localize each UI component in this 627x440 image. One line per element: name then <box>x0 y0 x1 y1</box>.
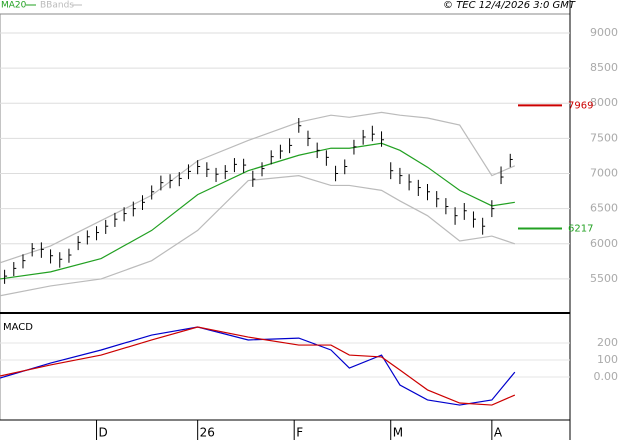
copyright: © TEC 12/4/2026 3:0 GMT <box>443 0 576 11</box>
y-tick-label: 7000 <box>590 167 618 180</box>
band-upper <box>0 111 516 264</box>
y-tick-label: 7500 <box>590 131 618 144</box>
macd-line <box>0 326 516 406</box>
panel-title: MACD <box>3 322 33 333</box>
y-tick-label: 6500 <box>590 202 618 215</box>
frame <box>0 13 571 421</box>
y-tick-label: 9000 <box>590 26 618 39</box>
y-tick-label: 8500 <box>590 61 618 74</box>
level-label: 6217 <box>568 224 593 235</box>
x-tick-label: M <box>393 426 403 440</box>
y-tick-label: 6000 <box>590 237 618 250</box>
x-tick-label: A <box>494 426 503 440</box>
y-tick-label: 200 <box>597 336 618 349</box>
y-tick-label: 8000 <box>590 96 618 109</box>
legend-label: MA20 <box>1 1 27 11</box>
macd-line <box>0 326 516 406</box>
y-tick-label: 100 <box>597 353 618 366</box>
x-tick-label: 26 <box>200 426 215 440</box>
level-label: 7969 <box>568 100 593 111</box>
legend-label: BBands <box>40 1 74 11</box>
band-lower <box>0 175 516 297</box>
y-tick-label: 5500 <box>590 272 618 285</box>
y-tick-label: 0.00 <box>594 370 619 383</box>
x-tick-label: F <box>296 426 303 440</box>
x-tick-label: D <box>99 426 108 440</box>
ma-line <box>0 142 515 280</box>
